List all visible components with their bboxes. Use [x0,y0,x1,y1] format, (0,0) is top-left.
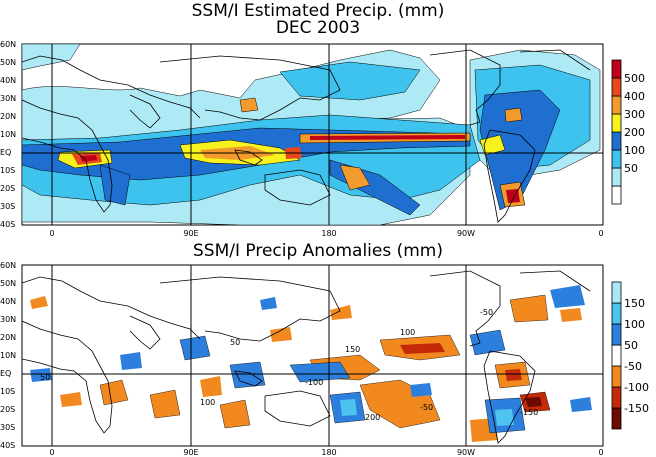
top-map-date: DEC 2003 [276,18,360,38]
lat-label: EQ [0,369,11,378]
precip-colorbar-swatch [611,167,622,187]
anomaly-colorbar-swatch [611,281,622,304]
anomaly-colorbar-swatch [611,386,622,409]
precip-field [22,44,601,225]
lat-label: 50N [0,279,16,288]
anomaly-field [30,285,592,442]
precip-colorbar-swatch [611,149,622,169]
precip-colorbar-label: 300 [624,108,645,121]
lat-label: 40N [0,297,16,306]
precip-map: 60N 50N 40N 30N 20N 10N EQ 10S 20S 30S 4… [0,40,604,238]
lon-label: 90W [457,448,475,457]
precip-colorbar-label: 50 [624,162,638,175]
contour-label: -50 [420,403,433,412]
precip-colorbar-swatch [611,131,622,151]
lon-label: 90E [183,229,198,238]
lon-label: 90E [183,448,198,457]
anomaly-colorbar-swatch [611,407,622,430]
anomaly-colorbar-label: 100 [624,318,645,331]
precip-lat-labels: 60N 50N 40N 30N 20N 10N EQ 10S 20S 30S 4… [0,40,16,229]
anomaly-colorbar-label: 150 [624,297,645,310]
lat-label: 40S [0,220,15,229]
precip-colorbar-label: 500 [624,72,645,85]
contour-label: 100 [400,328,415,337]
lat-label: 20N [0,333,16,342]
lat-label: 30N [0,94,16,103]
contour-label: 200 [365,413,380,422]
anomaly-lon-labels: 0 90E 180 90W 0 [49,448,603,457]
precip-colorbar-swatch [611,59,622,79]
precip-colorbar-swatch [611,113,622,133]
anomaly-contour-labels: -50 50 100 -100 150 -150 200 -50 50 100 [40,308,538,422]
lon-label: 90W [457,229,475,238]
contour-label: -100 [305,378,323,387]
lat-label: 10N [0,130,16,139]
lat-label: 30S [0,423,15,432]
lat-label: 60N [0,261,16,270]
contour-label: 150 [345,345,360,354]
precip-colorbar-label: 200 [624,126,645,139]
lat-label: 40N [0,76,16,85]
precip-colorbar-swatch [611,95,622,115]
bottom-map-title: SSM/I Precip Anomalies (mm) [193,241,443,261]
precip-colorbar-label: 100 [624,144,645,157]
precip-coastlines [22,49,591,223]
anomaly-colorbar-swatch [611,302,622,325]
lat-label: 20S [0,405,15,414]
precip-colorbar-swatch [611,77,622,97]
lon-label: 0 [49,229,54,238]
anomaly-colorbar: 150 100 50 -50 -100 -150 [611,281,649,430]
precip-colorbar-label: 400 [624,90,645,103]
anomaly-colorbar-swatch [611,344,622,367]
lat-label: 60N [0,40,16,49]
precip-colorbar: 500 400 300 200 100 50 [611,59,645,205]
lat-label: 40S [0,441,15,450]
anomaly-coastlines [22,270,591,444]
anomaly-colorbar-label: -150 [624,402,649,415]
lat-label: 10S [0,387,15,396]
lat-label: 30S [0,202,15,211]
anomaly-colorbar-label: -50 [624,360,642,373]
contour-label: 50 [40,373,50,382]
lat-label: 20S [0,184,15,193]
contour-label: -150 [520,408,538,417]
anomaly-colorbar-label: 50 [624,339,638,352]
precip-lon-labels: 0 90E 180 90W 0 [49,229,603,238]
lat-label: 10N [0,351,16,360]
lat-label: EQ [0,148,11,157]
lon-label: 180 [321,229,336,238]
precip-colorbar-swatch [611,185,622,205]
lat-label: 30N [0,315,16,324]
lat-label: 10S [0,166,15,175]
lon-label: 0 [598,229,603,238]
top-map-title: SSM/I Estimated Precip. (mm) [192,1,445,21]
lon-label: 180 [321,448,336,457]
lat-label: 50N [0,58,16,67]
lon-label: 0 [49,448,54,457]
contour-label: -50 [480,308,493,317]
contour-label: 100 [200,398,215,407]
anomaly-lat-labels: 60N 50N 40N 30N 20N 10N EQ 10S 20S 30S 4… [0,261,16,450]
anomaly-colorbar-swatch [611,365,622,388]
anomaly-colorbar-swatch [611,323,622,346]
anomaly-colorbar-label: -100 [624,381,649,394]
anomaly-gridlines [22,265,603,446]
lon-label: 0 [598,448,603,457]
precip-gridlines [22,44,603,225]
anomaly-map: -50 50 100 -100 150 -150 200 -50 50 100 … [0,261,604,457]
contour-label: 50 [230,338,240,347]
lat-label: 20N [0,112,16,121]
